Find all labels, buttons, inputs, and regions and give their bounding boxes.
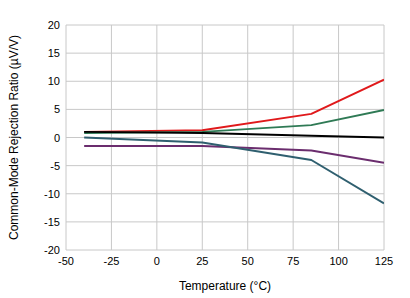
series-line bbox=[84, 132, 384, 138]
grid bbox=[66, 25, 384, 250]
x-tick-label: 50 bbox=[242, 255, 254, 267]
series-line bbox=[84, 110, 384, 133]
y-tick-label: -5 bbox=[50, 160, 60, 172]
y-grid-line bbox=[66, 25, 384, 26]
y-axis-label: Common-Mode Rejection Ratio (µV/V) bbox=[7, 35, 21, 240]
y-tick-label: -10 bbox=[44, 188, 60, 200]
y-grid-line bbox=[66, 81, 384, 82]
x-tick-label: -25 bbox=[103, 255, 119, 267]
y-grid-line bbox=[66, 221, 384, 222]
y-grid-line bbox=[66, 109, 384, 110]
x-tick-label: 75 bbox=[287, 255, 299, 267]
x-tick-label: 125 bbox=[375, 255, 393, 267]
y-tick-label: -20 bbox=[44, 244, 60, 256]
x-tick-label: 25 bbox=[196, 255, 208, 267]
series-line bbox=[84, 138, 384, 204]
chart: -50-250255075100125-20-15-10-505101520Te… bbox=[0, 0, 410, 298]
series-line bbox=[84, 80, 384, 132]
y-tick-label: 15 bbox=[48, 47, 60, 59]
y-tick-label: 5 bbox=[54, 103, 60, 115]
y-grid-line bbox=[66, 193, 384, 194]
y-grid-line bbox=[66, 250, 384, 251]
y-grid-line bbox=[66, 53, 384, 54]
y-grid-line bbox=[66, 165, 384, 166]
y-tick-label: 0 bbox=[54, 132, 60, 144]
x-tick-label: -50 bbox=[58, 255, 74, 267]
x-tick-label: 0 bbox=[154, 255, 160, 267]
y-tick-label: -15 bbox=[44, 216, 60, 228]
y-tick-label: 20 bbox=[48, 19, 60, 31]
x-axis-label: Temperature (°C) bbox=[179, 279, 271, 293]
plot-area bbox=[84, 80, 384, 204]
y-tick-label: 10 bbox=[48, 75, 60, 87]
x-tick-label: 100 bbox=[329, 255, 347, 267]
